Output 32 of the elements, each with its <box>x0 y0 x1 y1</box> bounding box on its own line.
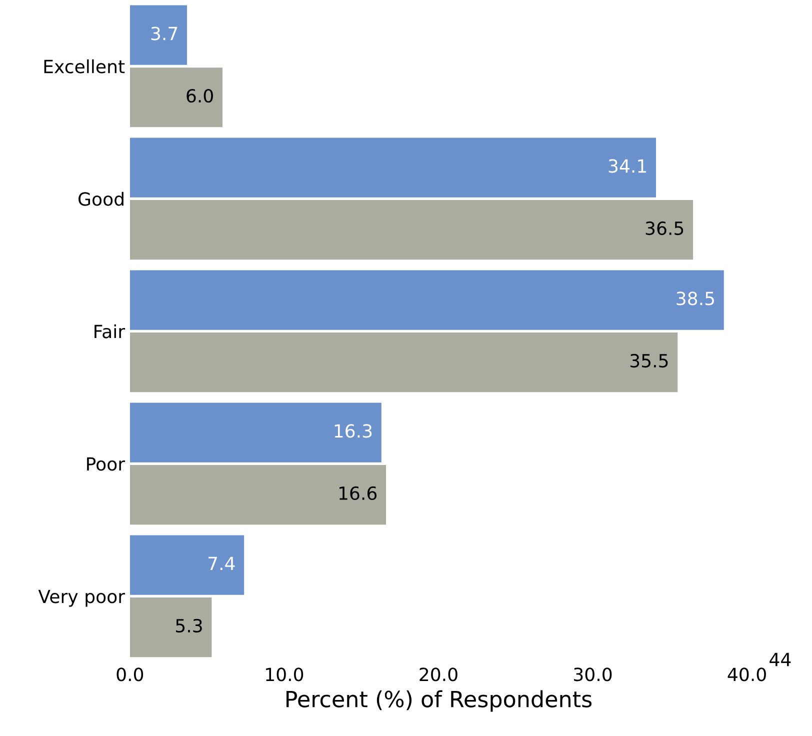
data-label: 38.5 <box>676 292 714 306</box>
x-tick-label: 30.0 <box>574 668 612 682</box>
x-tick-label: 40.0 <box>728 668 766 682</box>
bar <box>130 200 694 260</box>
data-label: 34.1 <box>608 159 646 173</box>
bar <box>130 68 222 128</box>
text: 44 <box>770 652 791 666</box>
x-axis-title: Percent (%) of Respondents <box>286 690 592 712</box>
bar <box>130 402 382 462</box>
data-label: 7.4 <box>208 556 235 570</box>
bar <box>130 535 244 595</box>
bar <box>130 597 212 658</box>
y-tick-label: Fair <box>94 324 126 338</box>
bar <box>130 270 724 330</box>
y-tick-label: Very poor <box>38 590 126 607</box>
y-tick-label: Good <box>78 192 124 206</box>
x-tick-label: 0.0 <box>116 668 144 682</box>
bar <box>130 138 656 198</box>
y-tick-label: Excellent <box>44 59 125 74</box>
data-label: 5.3 <box>176 618 202 633</box>
bar <box>130 5 188 65</box>
x-tick-label: 10.0 <box>266 668 304 682</box>
data-label: 3.7 <box>151 26 178 40</box>
y-tick-label: Poor <box>87 457 126 471</box>
data-label: 35.5 <box>630 354 668 368</box>
bar <box>130 332 678 392</box>
data-label: 36.5 <box>646 221 684 236</box>
bar <box>130 465 386 525</box>
x-tick-label: 20.0 <box>420 668 458 682</box>
data-label: 16.3 <box>334 424 372 438</box>
data-label: 16.6 <box>339 486 377 500</box>
data-label: 6.0 <box>186 88 213 103</box>
